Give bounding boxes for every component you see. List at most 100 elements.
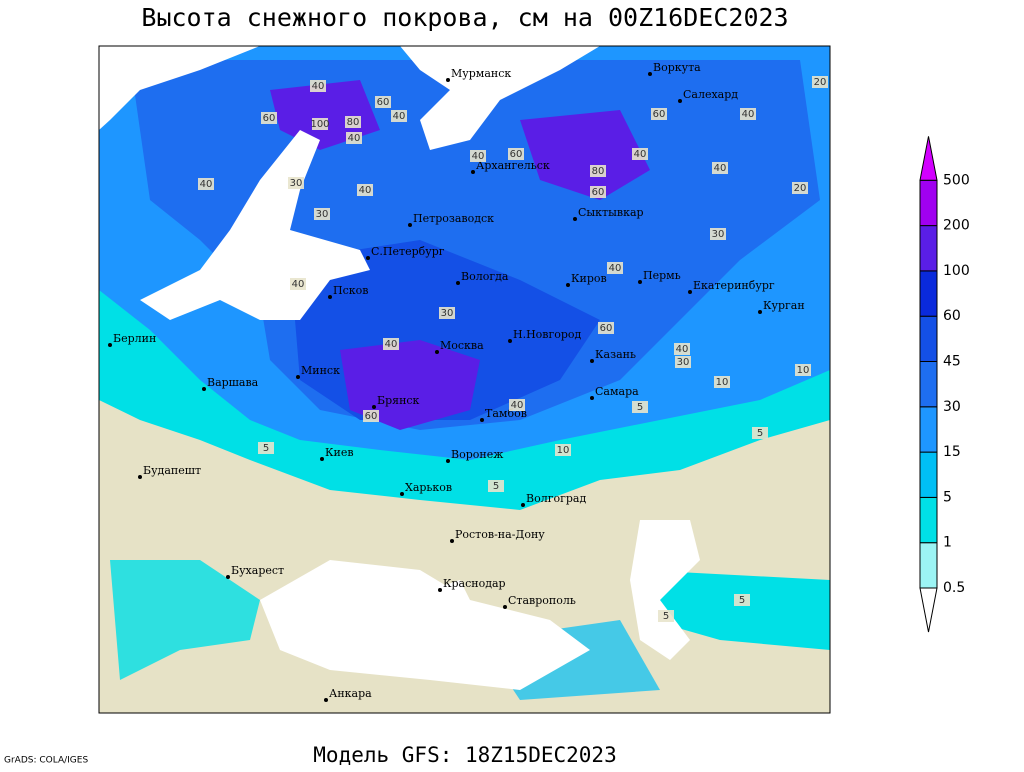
- city-dot: [480, 418, 484, 422]
- city-name: Сыктывкар: [578, 206, 644, 219]
- contour-label-box: [792, 182, 808, 194]
- city-dot: [508, 339, 512, 343]
- contour-label-box: [590, 186, 606, 198]
- colorbar-bin: [919, 225, 938, 272]
- contour-label-box: [470, 150, 486, 162]
- contour-label-box: [651, 108, 667, 120]
- contour-label-box: [391, 110, 407, 122]
- city-dot: [590, 359, 594, 363]
- contour-label-box: [198, 178, 214, 190]
- contour-label-box: [734, 594, 750, 606]
- contour-label-box: [312, 118, 328, 130]
- city-name: Берлин: [113, 332, 156, 345]
- city-name: Петрозаводск: [413, 212, 494, 225]
- city-dot: [226, 575, 230, 579]
- contour-label: 5: [263, 443, 269, 454]
- city-name: Курган: [763, 299, 805, 312]
- contour-label-box: [740, 108, 756, 120]
- colorbar-bin: [919, 361, 938, 408]
- city-name: Бухарест: [231, 564, 284, 577]
- colorbar-label: 60: [943, 308, 961, 324]
- contour-label-box: [314, 208, 330, 220]
- contour-label: 60: [377, 97, 390, 108]
- contour-label-box: [714, 376, 730, 388]
- city-dot: [450, 539, 454, 543]
- city-name: Ставрополь: [508, 594, 576, 607]
- city-name: Варшава: [207, 376, 259, 389]
- city-dot: [446, 459, 450, 463]
- city-name: Москва: [440, 339, 484, 352]
- city-name: Будапешт: [143, 464, 201, 477]
- city-name: Мурманск: [451, 67, 511, 80]
- contour-label-box: [290, 278, 306, 290]
- contour-label-box: [712, 162, 728, 174]
- city-dot: [573, 217, 577, 221]
- city-dot: [566, 283, 570, 287]
- city-name: Архангельск: [476, 159, 550, 172]
- city-name: Пермь: [643, 269, 681, 282]
- contour-label-box: [363, 410, 379, 422]
- colorbar-label: 15: [943, 444, 961, 460]
- contour-label: 60: [592, 187, 605, 198]
- colorbar-label: 30: [943, 399, 961, 415]
- city-name: Самара: [595, 385, 639, 398]
- contour-label: 40: [393, 111, 406, 122]
- city-dot: [446, 78, 450, 82]
- colorbar-bin: [919, 496, 938, 544]
- city-name: Брянск: [377, 394, 420, 407]
- colorbar-label: 45: [943, 354, 961, 370]
- colorbar-label: 0.5: [943, 580, 965, 596]
- colorbar-label: 100: [943, 263, 970, 279]
- contour-label-box: [555, 444, 571, 456]
- city-dot: [296, 375, 300, 379]
- city-name: Минск: [301, 364, 340, 377]
- city-dot: [108, 343, 112, 347]
- contour-label-box: [598, 322, 614, 334]
- title: Высота снежного покрова, см на 00Z16DEC2…: [141, 3, 788, 32]
- contour-label: 40: [348, 133, 361, 144]
- contour-label: 30: [316, 209, 329, 220]
- contour-label-box: [632, 148, 648, 160]
- city-dot: [456, 281, 460, 285]
- colorbar-bin: [919, 406, 938, 453]
- contour-label: 5: [757, 428, 763, 439]
- contour-label-box: [752, 427, 768, 439]
- city-dot: [438, 588, 442, 592]
- city-name: Краснодар: [443, 577, 506, 590]
- city-name: Салехард: [683, 88, 738, 101]
- contour-label-box: [439, 307, 455, 319]
- contour-label-box: [375, 96, 391, 108]
- contour-label-box: [345, 116, 361, 128]
- city-dot: [590, 396, 594, 400]
- colorbar-bin: [919, 179, 938, 227]
- contour-label: 30: [290, 178, 303, 189]
- contour-label-box: [674, 343, 690, 355]
- city-dot: [503, 605, 507, 609]
- contour-label: 40: [472, 151, 485, 162]
- city-dot: [521, 503, 525, 507]
- city-name: Киров: [571, 272, 607, 285]
- contour-label: 40: [385, 339, 398, 350]
- colorbar-label: 500: [943, 172, 970, 188]
- colorbar-bin: [919, 542, 938, 589]
- contour-label: 5: [493, 481, 499, 492]
- city-dot: [758, 310, 762, 314]
- city-name: Вологда: [461, 270, 509, 283]
- city-dot: [678, 99, 682, 103]
- contour-label: 40: [292, 279, 305, 290]
- colorbar-bin: [919, 451, 938, 498]
- contour-label: 10: [716, 377, 729, 388]
- contour-label-box: [288, 177, 304, 189]
- map-frame: [98, 45, 831, 714]
- colorbar-label: 200: [943, 218, 970, 234]
- contour-label: 40: [609, 263, 622, 274]
- contour-label: 60: [653, 109, 666, 120]
- contour-label: 60: [365, 411, 378, 422]
- city-dot: [400, 492, 404, 496]
- contour-label-box: [261, 112, 277, 124]
- city-name: Анкара: [329, 687, 372, 700]
- contour-label: 20: [794, 183, 807, 194]
- city-dot: [638, 280, 642, 284]
